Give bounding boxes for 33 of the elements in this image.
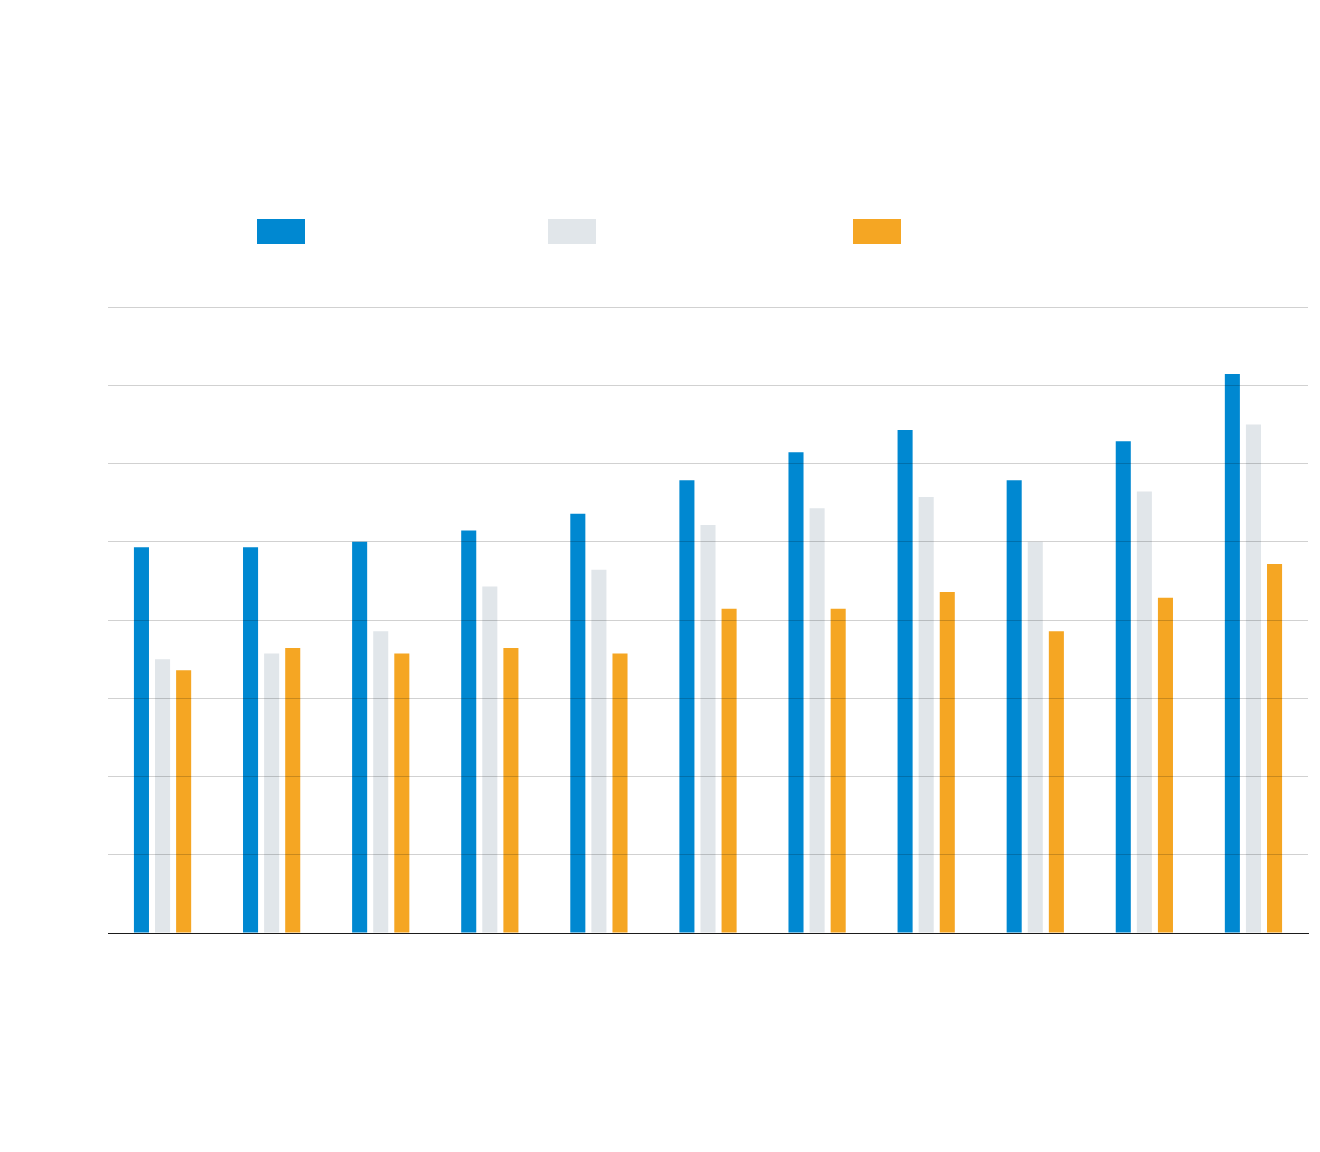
bar (1224, 374, 1240, 933)
bar (243, 547, 259, 933)
bar (897, 429, 913, 933)
bar (155, 659, 171, 933)
bar (612, 653, 628, 933)
bar (788, 452, 804, 933)
bar (1027, 541, 1043, 933)
bar (1115, 441, 1131, 933)
bar (809, 508, 825, 933)
bar (176, 670, 192, 933)
bar (700, 524, 716, 933)
bar (1245, 424, 1261, 933)
bar (918, 497, 934, 933)
bar (461, 530, 477, 933)
bar (352, 541, 368, 933)
bar (503, 647, 519, 933)
bar (373, 631, 389, 933)
bar (1267, 564, 1283, 933)
bar (133, 547, 149, 933)
bar (1136, 491, 1152, 933)
bar (1157, 597, 1173, 933)
bar (1048, 631, 1064, 933)
bar (721, 608, 737, 933)
bar (570, 513, 586, 933)
bar (591, 569, 607, 933)
bar (1006, 480, 1022, 933)
bar (679, 480, 695, 933)
bar (482, 586, 498, 933)
bar (830, 608, 846, 933)
bar (264, 653, 280, 933)
bar (285, 647, 301, 933)
bar (394, 653, 410, 933)
bar (939, 592, 955, 933)
